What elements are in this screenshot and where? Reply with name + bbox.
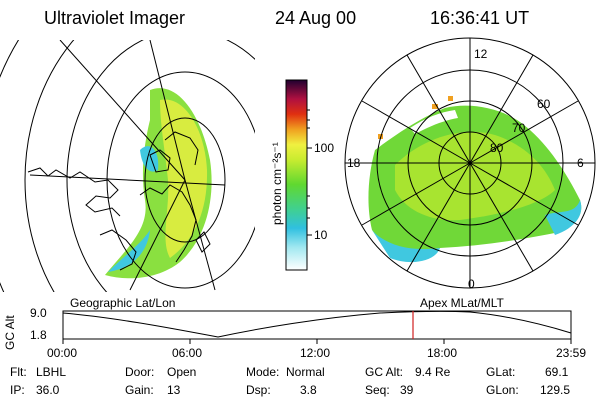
altitude-ytick-high: 9.0 [30,306,47,320]
mode-label: Mode: [246,365,280,379]
mode-value: Normal [286,365,325,379]
polar-plot [344,37,596,289]
seq-value: 39 [400,383,414,397]
glon-value: 129.5 [540,383,571,397]
time-tick-2359: 23:59 [556,346,587,360]
left-panel-label: Geographic Lat/Lon [70,296,176,310]
altitude-ytick-low: 1.8 [30,328,47,342]
ip-value: 36.0 [36,383,60,397]
door-label: Door: [125,365,155,379]
door-value: Open [167,365,197,379]
gcalt-label: GC Alt: [365,365,404,379]
glon-label: GLon: [486,383,519,397]
dsp-label: Dsp: [246,383,271,397]
glat-value: 69.1 [545,365,569,379]
geographic-map [0,40,255,292]
mlat-label-70: 70 [512,121,526,135]
altitude-ylabel: GC Alt [3,315,17,350]
colorbar [285,79,308,271]
time-tick-0600: 06:00 [172,346,203,360]
mlt-label-0: 0 [468,277,475,291]
right-panel-label: Apex MLat/MLT [420,296,504,310]
mlt-label-18: 18 [347,156,361,170]
date-label: 24 Aug 00 [275,8,357,28]
time-tick-1200: 12:00 [300,346,331,360]
gain-value: 13 [167,383,181,397]
instrument-title: Ultraviolet Imager [44,8,186,28]
glat-label: GLat: [486,365,516,379]
altitude-plot [62,310,572,344]
colorbar-tick-100: 100 [314,141,335,155]
gain-label: Gain: [125,383,154,397]
mlt-label-6: 6 [577,156,584,170]
colorbar-tick-10: 10 [314,228,328,242]
filter-value: LBHL [36,365,67,379]
mlat-label-80: 80 [490,141,504,155]
mlat-label-60: 60 [537,97,551,111]
time-tick-0000: 00:00 [47,346,78,360]
altitude-curve [62,310,572,338]
time-label: 16:36:41 UT [430,8,530,28]
seq-label: Seq: [365,383,390,397]
ip-label: IP: [10,383,25,397]
filter-label: Flt: [10,365,27,379]
mlt-label-12: 12 [474,47,488,61]
gcalt-value: 9.4 Re [415,365,451,379]
colorbar-unit: photon cm⁻²s⁻¹ [270,142,284,225]
dsp-value: 3.8 [300,383,317,397]
time-tick-1800: 18:00 [427,346,458,360]
